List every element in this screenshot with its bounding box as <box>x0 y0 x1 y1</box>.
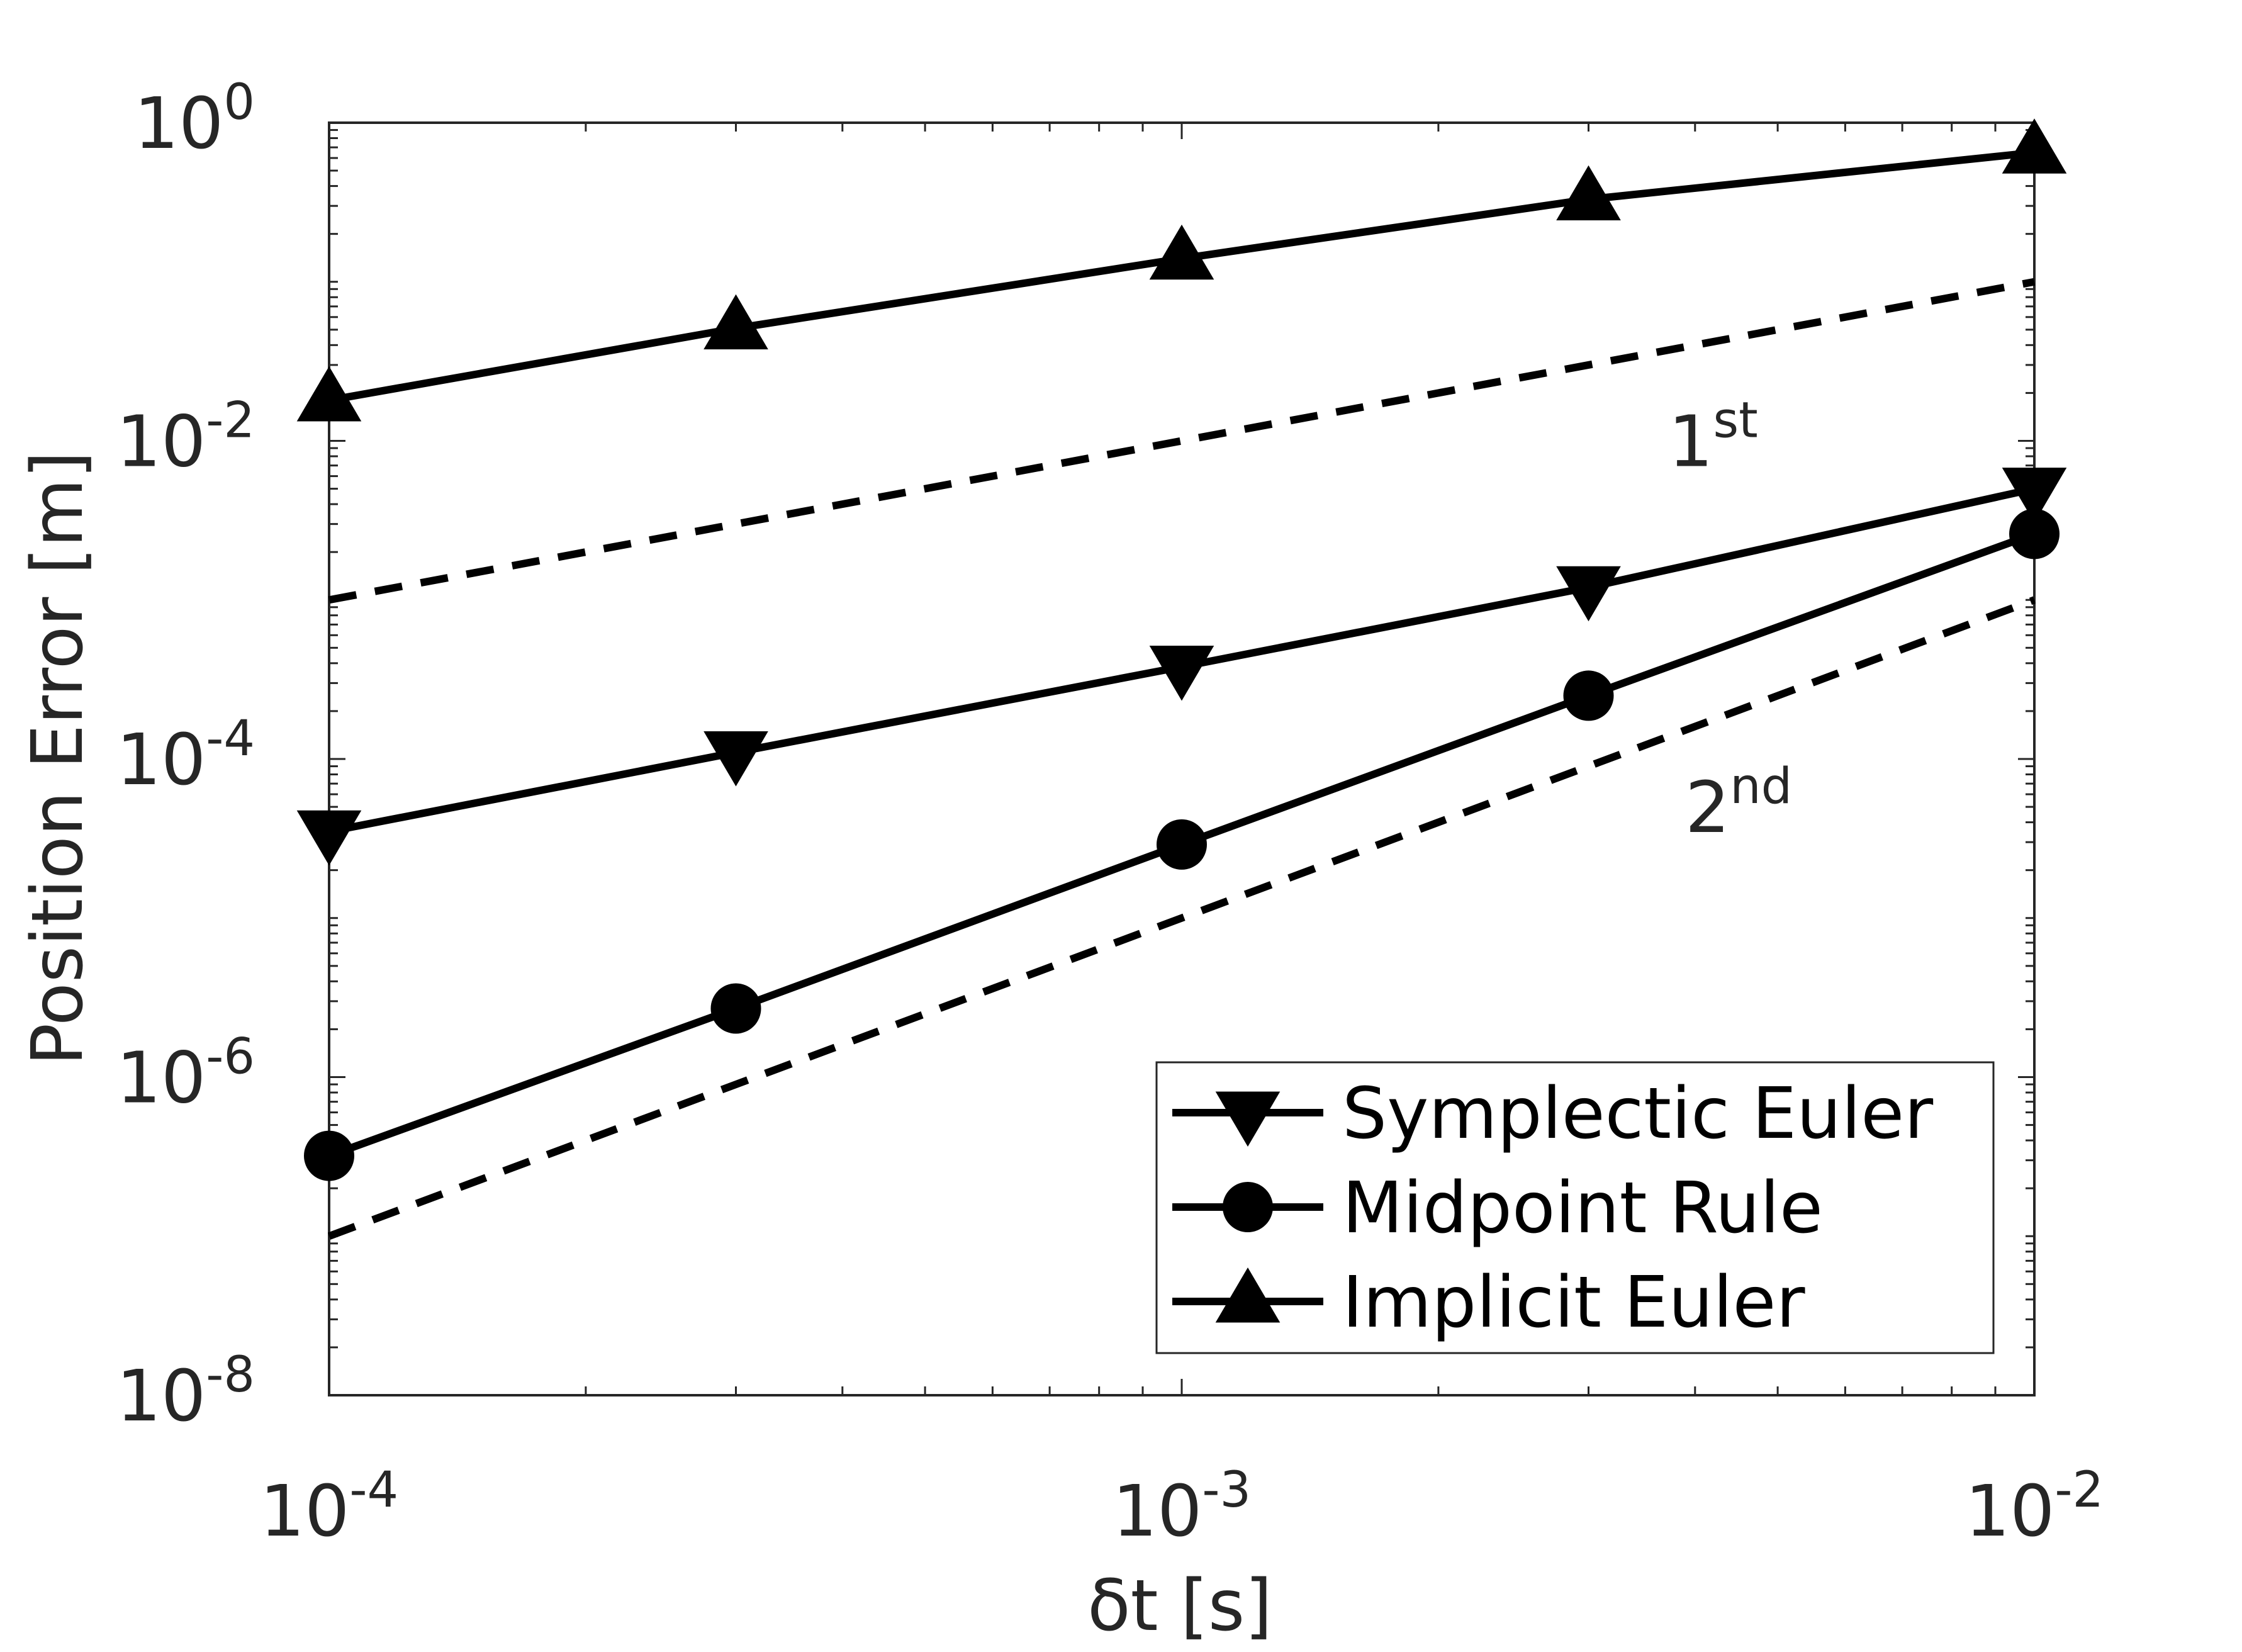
y-axis-label: Position Error [m] <box>17 451 99 1066</box>
legend-marker-implicit-euler <box>1215 1267 1281 1323</box>
data-point-implicit-euler <box>2002 118 2067 174</box>
legend-label-symplectic-euler: Symplectic Euler <box>1342 1073 1934 1155</box>
series-markers <box>296 118 2067 1181</box>
data-point-midpoint-rule <box>1157 819 1207 870</box>
legend-marker-symplectic-euler <box>1215 1091 1281 1147</box>
x-axis-label: δt [s] <box>1087 1565 1272 1647</box>
data-point-midpoint-rule <box>304 1130 354 1181</box>
legend-label-midpoint-rule: Midpoint Rule <box>1342 1167 1823 1249</box>
data-point-symplectic-euler <box>2002 468 2067 523</box>
data-point-implicit-euler <box>296 366 362 422</box>
data-point-midpoint-rule <box>2009 509 2060 559</box>
data-point-midpoint-rule <box>710 983 761 1034</box>
y-tick-label: 10-2 <box>116 393 255 483</box>
data-point-symplectic-euler <box>1556 566 1621 622</box>
reference-line-1 <box>328 278 2036 604</box>
legend: Symplectic Euler Midpoint Rule Implicit Eu… <box>1155 1061 1995 1354</box>
data-point-implicit-euler <box>1149 224 1214 280</box>
reference-line-2 <box>327 596 2036 1240</box>
data-point-implicit-euler <box>1556 165 1621 221</box>
x-tick-label: 10-4 <box>260 1462 398 1553</box>
legend-marker-midpoint-rule <box>1223 1182 1273 1232</box>
annotation-second: 2nd <box>1685 758 1792 849</box>
y-tick-label: 100 <box>134 74 255 165</box>
y-tick-label: 10-6 <box>116 1029 255 1120</box>
data-point-symplectic-euler <box>1149 645 1214 701</box>
x-tick-label: 10-2 <box>1965 1462 2104 1553</box>
legend-label-implicit-euler: Implicit Euler <box>1342 1262 1805 1344</box>
minor-ticks <box>328 123 2034 1396</box>
annotations: 1st 2nd <box>1668 393 1792 850</box>
y-tick-labels: 100 10-2 10-4 10-6 10-8 <box>116 74 255 1437</box>
data-point-symplectic-euler <box>703 731 768 787</box>
reference-lines <box>327 278 2036 1240</box>
y-tick-label: 10-4 <box>116 711 255 801</box>
x-tick-labels: 10-4 10-3 10-2 <box>260 1462 2104 1553</box>
data-point-symplectic-euler <box>296 810 362 866</box>
annotation-first: 1st <box>1668 393 1758 483</box>
y-tick-label: 10-8 <box>116 1347 255 1437</box>
data-point-midpoint-rule <box>1563 670 1614 721</box>
x-tick-label: 10-3 <box>1113 1462 1251 1553</box>
data-point-implicit-euler <box>703 294 768 350</box>
